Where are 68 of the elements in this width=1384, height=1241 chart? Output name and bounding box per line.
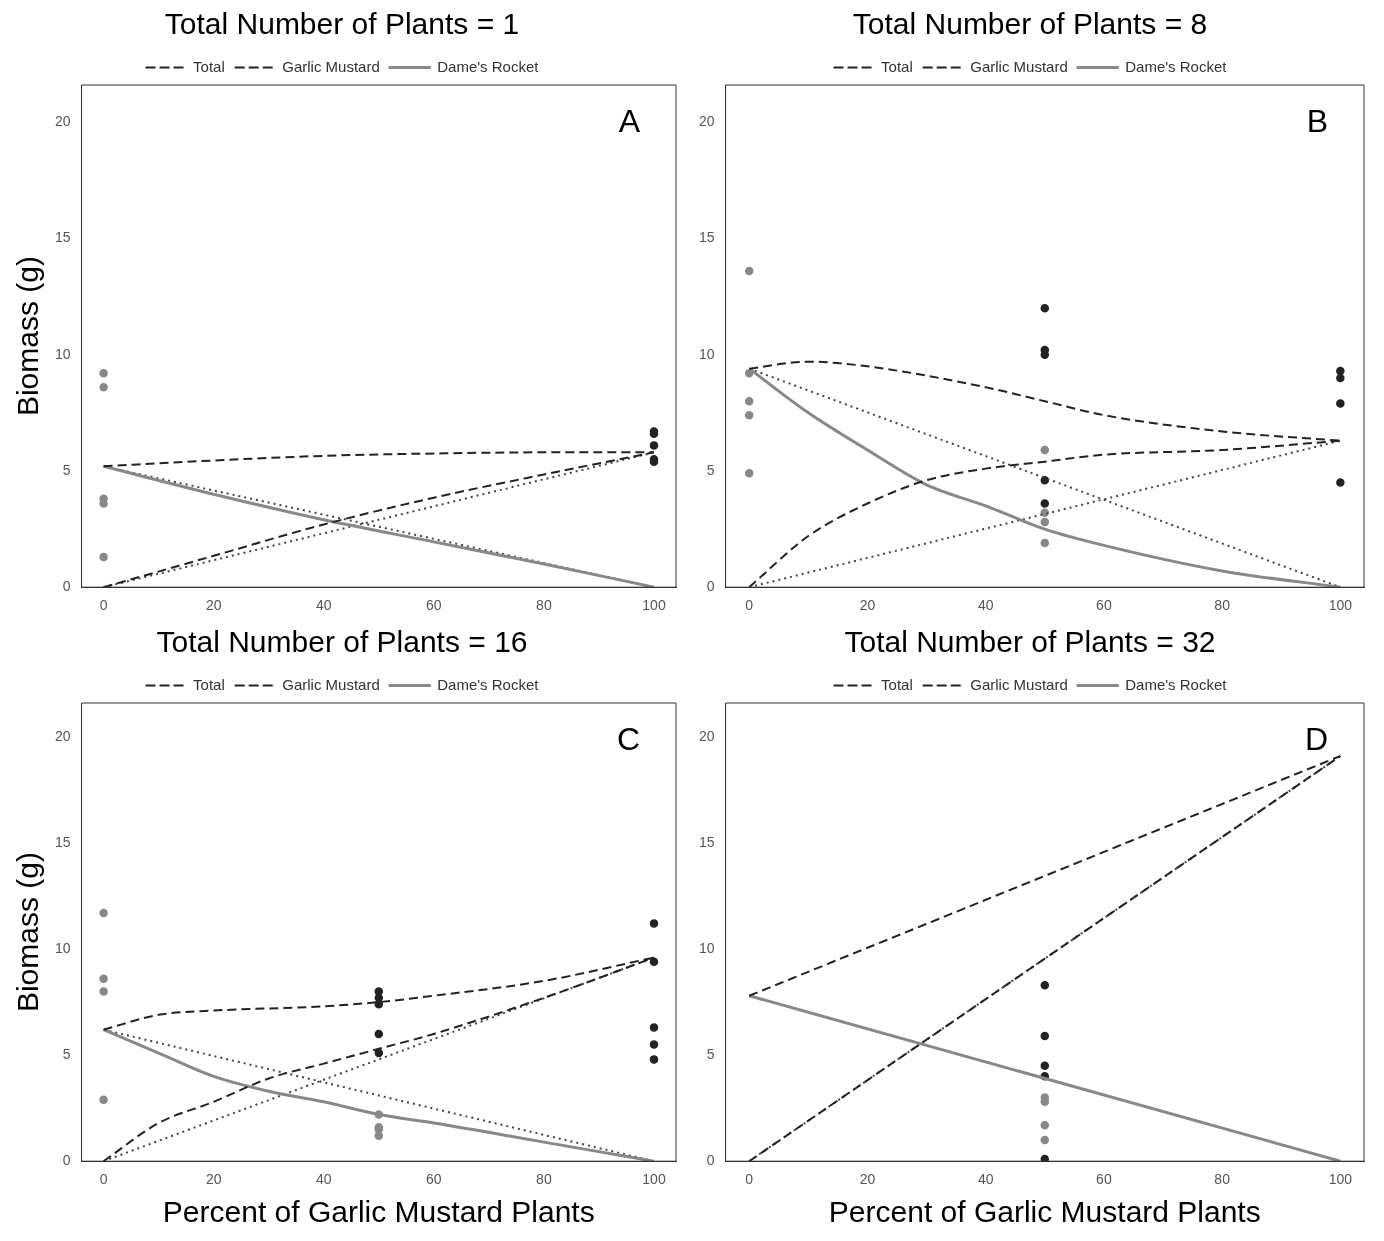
x-axis-title: Percent of Garlic Mustard Plants — [162, 1195, 595, 1229]
x-tick-label: 60 — [426, 1171, 442, 1188]
y-tick-label: 5 — [706, 461, 715, 478]
x-tick-label: 40 — [977, 1171, 994, 1188]
legend-label: Dame's Rocket — [1125, 57, 1228, 75]
legend-label: Total — [193, 675, 225, 693]
x-tick-label: 80 — [1214, 597, 1231, 614]
x-tick-label: 0 — [745, 1171, 754, 1188]
annotation: A — [618, 102, 641, 139]
annotation: D — [1304, 720, 1328, 757]
y-tick-label: 20 — [54, 727, 71, 744]
legend-label: Dame's Rocket — [437, 57, 540, 75]
legend-label: Garlic Mustard — [282, 57, 380, 75]
legend-label: Total — [881, 57, 913, 75]
chart-title: Total Number of Plants = 16 — [156, 625, 528, 659]
x-tick-label: 60 — [1096, 1171, 1112, 1188]
y-tick-label: 15 — [54, 229, 71, 246]
x-tick-label: 60 — [426, 597, 442, 614]
x-tick-label: 40 — [315, 597, 332, 614]
y-tick-label: 10 — [698, 939, 715, 956]
x-tick-label: 0 — [99, 597, 108, 614]
y-axis-title: Biomass (g) — [11, 852, 45, 1013]
legend-label: Dame's Rocket — [437, 675, 540, 693]
y-tick-label: 0 — [62, 1152, 71, 1169]
legend-label: Dame's Rocket — [1125, 675, 1228, 693]
x-tick-label: 20 — [205, 1171, 222, 1188]
y-tick-label: 20 — [54, 113, 71, 130]
annotation: B — [1306, 102, 1328, 139]
chart-title: Total Number of Plants = 8 — [852, 7, 1208, 41]
x-tick-label: 40 — [977, 597, 994, 614]
x-axis-title: Percent of Garlic Mustard Plants — [828, 1195, 1261, 1229]
legend-label: Garlic Mustard — [970, 675, 1068, 693]
legend-label: Total — [881, 675, 913, 693]
y-tick-label: 20 — [698, 727, 715, 744]
x-tick-label: 80 — [1214, 1171, 1231, 1188]
legend-label: Garlic Mustard — [282, 675, 380, 693]
y-tick-label: 15 — [54, 833, 71, 850]
y-axis-title: Biomass (g) — [11, 256, 45, 417]
x-tick-label: 20 — [859, 597, 876, 614]
y-tick-label: 10 — [54, 939, 71, 956]
chart-title: Total Number of Plants = 1 — [164, 7, 520, 41]
y-tick-label: 5 — [62, 1045, 71, 1062]
y-tick-label: 0 — [62, 578, 71, 595]
y-tick-label: 10 — [698, 345, 715, 362]
y-tick-label: 5 — [62, 461, 71, 478]
x-tick-label: 100 — [1328, 1171, 1353, 1188]
y-tick-label: 5 — [706, 1045, 715, 1062]
x-tick-label: 0 — [745, 597, 754, 614]
x-tick-label: 80 — [536, 597, 552, 614]
x-tick-label: 60 — [1096, 597, 1112, 614]
chart-title: Total Number of Plants = 32 — [844, 625, 1216, 659]
x-tick-label: 0 — [99, 1171, 108, 1188]
y-tick-label: 10 — [54, 345, 71, 362]
y-tick-label: 0 — [706, 578, 715, 595]
x-tick-label: 100 — [642, 1171, 666, 1188]
x-tick-label: 20 — [859, 1171, 876, 1188]
y-tick-label: 0 — [706, 1152, 715, 1169]
x-tick-label: 100 — [1328, 597, 1353, 614]
annotation: C — [616, 720, 640, 757]
y-tick-label: 15 — [698, 229, 715, 246]
x-tick-label: 40 — [315, 1171, 332, 1188]
legend-label: Total — [193, 57, 225, 75]
x-tick-label: 80 — [536, 1171, 552, 1188]
y-tick-label: 15 — [698, 833, 715, 850]
y-tick-label: 20 — [698, 113, 715, 130]
x-tick-label: 100 — [642, 597, 666, 614]
x-tick-label: 20 — [205, 597, 222, 614]
legend-label: Garlic Mustard — [970, 57, 1068, 75]
